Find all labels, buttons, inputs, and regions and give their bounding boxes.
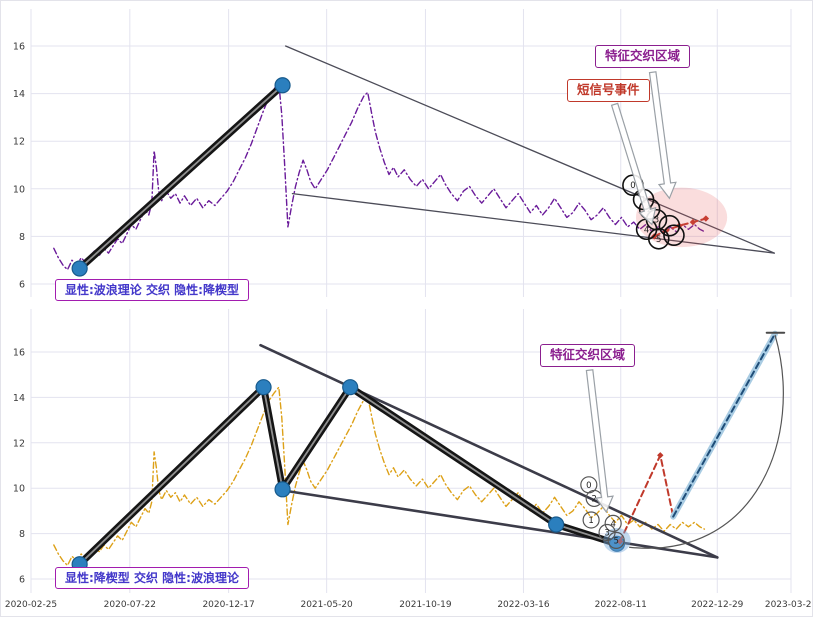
forecast-line xyxy=(670,330,778,520)
svg-text:0: 0 xyxy=(630,181,635,191)
svg-text:4: 4 xyxy=(644,225,649,235)
annotation-arrow xyxy=(610,102,657,226)
svg-text:10: 10 xyxy=(13,184,25,195)
svg-text:2022-08-11: 2022-08-11 xyxy=(595,600,647,610)
svg-text:1: 1 xyxy=(588,516,593,526)
price-line xyxy=(53,82,706,271)
svg-text:2020-02-25: 2020-02-25 xyxy=(5,600,57,610)
annotation-arrow xyxy=(648,71,677,200)
svg-text:2023-03-27: 2023-03-27 xyxy=(765,600,813,610)
svg-text:14: 14 xyxy=(13,89,25,100)
svg-text:2022-03-16: 2022-03-16 xyxy=(497,600,550,610)
y-tick-labels: 6 8 10 12 14 16 xyxy=(13,348,25,586)
svg-text:10: 10 xyxy=(13,484,25,495)
chart-top: 6 8 10 12 14 16 0 12 345 xyxy=(13,9,792,297)
svg-text:8: 8 xyxy=(19,232,25,243)
svg-text:2020-12-17: 2020-12-17 xyxy=(202,600,254,610)
top-feature-zone-label: 特征交织区域 xyxy=(595,45,691,68)
svg-text:12: 12 xyxy=(13,438,25,449)
svg-text:2021-05-20: 2021-05-20 xyxy=(300,600,353,610)
svg-text:2022-12-29: 2022-12-29 xyxy=(691,600,744,610)
svg-text:16: 16 xyxy=(13,42,25,53)
top-short-signal-label: 短信号事件 xyxy=(567,79,650,102)
svg-text:5: 5 xyxy=(656,235,661,245)
svg-text:2021-10-19: 2021-10-19 xyxy=(399,600,452,610)
svg-text:6: 6 xyxy=(19,575,25,586)
svg-text:14: 14 xyxy=(13,393,25,404)
svg-text:3: 3 xyxy=(604,528,609,538)
annotation-arrow xyxy=(585,369,614,514)
price-line xyxy=(53,386,706,567)
svg-text:2: 2 xyxy=(591,494,596,504)
highlight-region xyxy=(635,187,728,248)
wedge-lower xyxy=(281,489,719,559)
svg-text:16: 16 xyxy=(13,348,25,359)
x-tick-labels: 2020-02-25 2020-07-22 2020-12-17 2021-05-20… xyxy=(5,600,813,610)
svg-text:0: 0 xyxy=(586,481,591,491)
impulse-line xyxy=(71,77,291,277)
svg-text:4: 4 xyxy=(610,519,615,529)
projection-arc xyxy=(629,334,784,549)
svg-text:12: 12 xyxy=(13,137,25,148)
bottom-feature-zone-label: 特征交织区域 xyxy=(540,344,636,367)
wedge-upper xyxy=(284,45,775,254)
svg-text:2020-07-22: 2020-07-22 xyxy=(104,600,156,610)
top-mode-label: 显性:波浪理论 交织 隐性:降楔型 xyxy=(55,279,249,302)
svg-text:6: 6 xyxy=(19,280,25,291)
wedge-upper xyxy=(259,343,719,559)
wedge-lower xyxy=(291,192,775,254)
y-tick-labels: 6 8 10 12 14 16 xyxy=(13,42,25,291)
bottom-mode-label: 显性:降楔型 交织 隐性:波浪理论 xyxy=(55,567,249,590)
highlight-region xyxy=(603,527,631,553)
svg-text:5: 5 xyxy=(613,536,618,546)
svg-text:8: 8 xyxy=(19,529,25,540)
svg-text:3: 3 xyxy=(654,216,659,226)
